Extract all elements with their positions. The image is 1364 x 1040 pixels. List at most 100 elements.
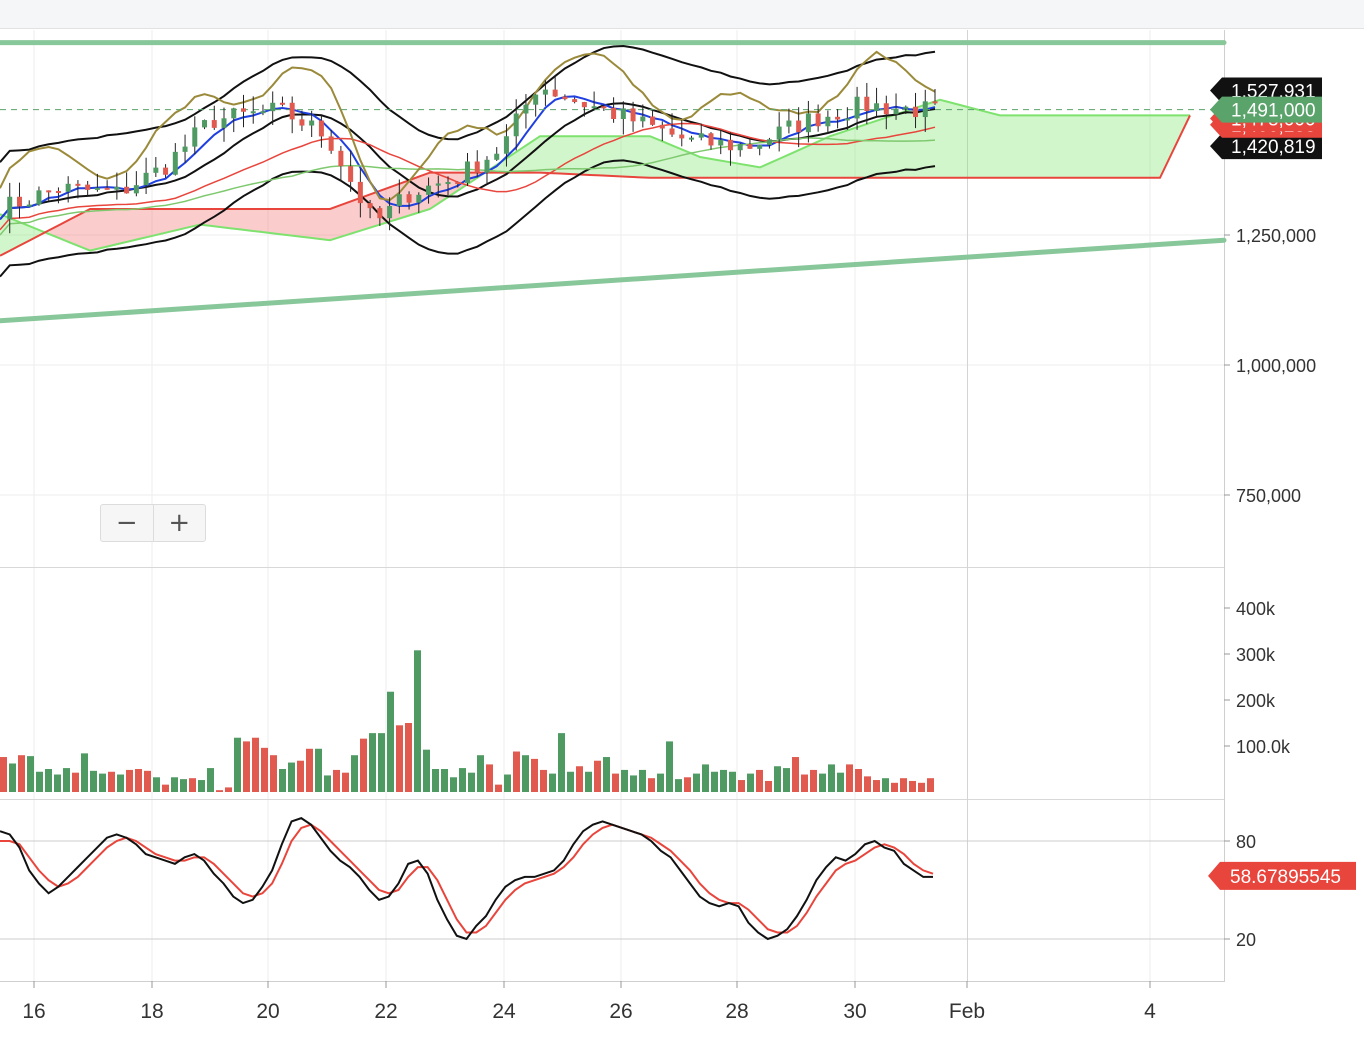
- zoom-out-button[interactable]: −: [101, 505, 153, 541]
- candle-body: [679, 134, 685, 139]
- cloud-segment: [670, 144, 680, 178]
- price-badge: 1,420,819: [1210, 133, 1322, 160]
- candle: [874, 87, 880, 118]
- candle-body: [396, 194, 402, 206]
- cloud-segment: [840, 129, 850, 178]
- zoom-control: − +: [100, 504, 206, 542]
- cloud-segment: [120, 209, 130, 244]
- candle: [601, 104, 607, 111]
- cloud-segment: [1020, 115, 1030, 178]
- candle: [679, 120, 685, 147]
- volume-bar: [9, 763, 16, 792]
- volume-bar: [315, 748, 322, 792]
- candle-body: [279, 102, 285, 105]
- candle: [416, 192, 422, 213]
- volume-bar: [810, 769, 817, 792]
- cloud-segment: [280, 209, 290, 236]
- candle-body: [854, 96, 860, 119]
- cloud-segment: [780, 154, 790, 178]
- volume-bar: [540, 769, 547, 792]
- candle-body: [659, 124, 665, 129]
- candle: [815, 104, 821, 132]
- candle-body: [143, 172, 149, 186]
- candle-body: [7, 196, 13, 220]
- cloud-segment: [640, 136, 650, 178]
- candle-body: [445, 182, 451, 185]
- volume-bar: [45, 769, 52, 792]
- cloud-segment: [90, 209, 100, 251]
- candle: [231, 107, 237, 133]
- candle: [7, 182, 13, 234]
- cloud-segment: [430, 172, 440, 209]
- cloud-segment: [220, 209, 230, 229]
- cloud-segment: [270, 209, 280, 235]
- candle: [406, 191, 412, 210]
- volume-bar: [414, 650, 421, 792]
- candle-body: [766, 139, 772, 145]
- candle-body: [893, 108, 899, 115]
- cloud-segment: [1050, 115, 1060, 178]
- candle-body: [825, 116, 831, 127]
- candle: [445, 176, 451, 196]
- volume-bar: [198, 780, 205, 792]
- candle: [309, 110, 315, 138]
- price-badge-label: 1,420,819: [1231, 137, 1316, 158]
- candle: [65, 176, 71, 203]
- cloud-segment: [240, 209, 250, 231]
- cloud-segment: [110, 209, 120, 246]
- volume-bar: [873, 780, 880, 792]
- cloud-segment: [770, 158, 780, 178]
- candle-body: [387, 205, 393, 219]
- cloud-segment: [590, 136, 600, 176]
- candle: [143, 157, 149, 195]
- candle-body: [776, 126, 782, 140]
- candle-body: [231, 108, 237, 119]
- x-tick-label: 28: [725, 1000, 748, 1023]
- x-axis-labels: 16 18 20 22 24 26 28 30 Feb 4: [22, 981, 1156, 1023]
- volume-bar: [504, 774, 511, 792]
- candle: [46, 190, 52, 201]
- candle-body: [581, 102, 587, 108]
- candle: [552, 75, 558, 98]
- candle: [513, 99, 519, 151]
- candle-body: [689, 137, 695, 140]
- candle: [279, 96, 285, 107]
- candle: [591, 91, 597, 111]
- candle: [75, 180, 81, 199]
- candle-body: [513, 113, 519, 137]
- candle-body: [815, 113, 821, 127]
- candle: [240, 94, 246, 128]
- price-badge-label: 1,491,000: [1231, 101, 1316, 122]
- cloud-segment: [70, 214, 80, 247]
- cloud-segment: [620, 136, 630, 177]
- cloud-segment: [850, 126, 860, 178]
- volume-bar: [891, 782, 898, 792]
- stoch-k-line: [0, 817, 933, 941]
- candle: [620, 101, 626, 135]
- candle: [124, 172, 130, 194]
- trendline-support: [0, 237, 1227, 324]
- candle: [289, 96, 295, 134]
- candle-body: [270, 102, 276, 112]
- volume-bar: [621, 769, 628, 792]
- cloud-segment: [890, 113, 900, 178]
- cloud-segment: [960, 105, 970, 178]
- candle: [689, 135, 695, 142]
- volume-bar: [774, 766, 781, 792]
- zoom-in-button[interactable]: +: [152, 505, 206, 541]
- cloud-segment: [1000, 115, 1010, 178]
- cloud-segment: [970, 107, 980, 178]
- volume-bar: [387, 691, 394, 792]
- candle: [650, 110, 656, 126]
- candle: [396, 179, 402, 214]
- candle-body: [26, 204, 32, 207]
- candle: [737, 142, 743, 157]
- volume-bar: [72, 772, 79, 792]
- cloud-segment: [720, 160, 730, 178]
- cloud-segment: [180, 209, 190, 230]
- candle: [465, 153, 470, 187]
- volume-bar: [585, 771, 592, 792]
- cloud-segment: [100, 209, 110, 249]
- candle: [357, 168, 363, 218]
